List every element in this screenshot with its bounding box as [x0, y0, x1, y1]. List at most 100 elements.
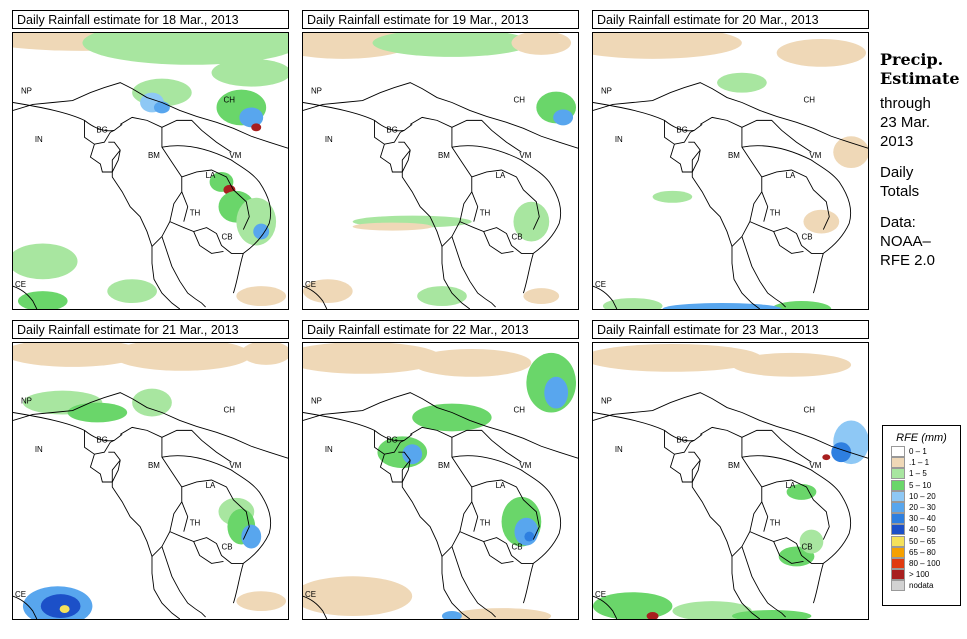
country-border — [441, 556, 471, 619]
country-border — [169, 221, 244, 254]
country-border — [181, 191, 189, 222]
map-description: Precip. Estimate through 23 Mar. 2013 Da… — [880, 50, 965, 270]
rainfall-patch — [236, 591, 287, 612]
panel-title: Daily Rainfall estimate for 21 Mar., 201… — [12, 320, 289, 339]
legend-swatch — [891, 468, 905, 480]
legend-label: 20 – 30 — [909, 502, 936, 512]
rainfall-patch — [771, 301, 832, 309]
legend-item: 80 – 100 — [891, 557, 960, 569]
legend-label: nodata — [909, 581, 934, 591]
country-border — [761, 191, 769, 222]
map-canvas: NP CH IN BG BM VM LA TH CB CE — [13, 33, 288, 309]
country-border — [193, 541, 224, 564]
country-border — [169, 531, 244, 564]
legend-swatch — [891, 479, 905, 491]
country-border — [593, 595, 618, 619]
country-border — [193, 231, 224, 254]
description-line: through — [880, 95, 931, 112]
legend-label: 0 – 1 — [909, 447, 927, 456]
map-canvas: NP CH IN BG BM VM LA TH CB CE — [593, 344, 868, 619]
country-label: BG — [96, 435, 107, 444]
country-label: CH — [223, 405, 235, 414]
country-label: VM — [229, 151, 241, 160]
country-label: NP — [21, 397, 32, 406]
country-border — [459, 221, 534, 254]
rainfall-patch — [831, 442, 852, 463]
description-line: Data: — [880, 214, 916, 231]
country-border — [451, 119, 522, 153]
country-label: IN — [35, 445, 43, 454]
country-border — [664, 430, 695, 455]
country-border — [593, 285, 618, 309]
rainfall-patch — [352, 222, 433, 231]
country-border — [13, 82, 288, 149]
country-border — [181, 501, 189, 532]
rainfall-patch — [59, 605, 70, 614]
legend-item: 50 – 65 — [891, 535, 960, 547]
rainfall-patch — [662, 303, 782, 309]
country-label: TH — [190, 209, 201, 218]
country-label: CE — [15, 280, 26, 289]
country-border — [691, 426, 763, 558]
legend-item: .1 – 1 — [891, 457, 960, 469]
country-label: BG — [386, 125, 397, 134]
legend-item: 10 – 20 — [891, 490, 960, 502]
country-label: CE — [595, 280, 606, 289]
country-border — [664, 120, 695, 145]
rainfall-map: NP CH IN BG BM VM LA TH CB CE — [592, 32, 869, 310]
rainfall-patch — [153, 101, 170, 114]
legend-item: > 100 — [891, 569, 960, 581]
country-border — [761, 501, 769, 532]
country-label: CB — [801, 233, 812, 242]
country-border — [669, 451, 701, 483]
rainfall-patch — [13, 243, 78, 280]
country-label: LA — [786, 171, 796, 180]
panel-title: Daily Rainfall estimate for 18 Mar., 201… — [12, 10, 289, 29]
country-border — [451, 145, 562, 294]
description-line: Totals — [880, 183, 920, 200]
country-border — [111, 426, 183, 558]
rainfall-map: NP CH IN BG BM VM LA TH CB CE — [12, 32, 289, 310]
legend-item: 40 – 50 — [891, 524, 960, 536]
description-line: NOAA– — [880, 233, 931, 250]
country-label: VM — [519, 461, 531, 470]
country-label: BG — [676, 435, 687, 444]
legend-swatch — [891, 546, 905, 558]
legend-item: nodata — [891, 580, 960, 592]
legend-swatch — [891, 446, 905, 457]
rainfall-patch — [253, 223, 270, 240]
country-border — [741, 236, 786, 308]
country-label: NP — [601, 397, 612, 406]
country-label: VM — [809, 151, 821, 160]
rainfall-patch — [239, 107, 264, 128]
country-label: CE — [305, 590, 316, 599]
country-border — [303, 285, 328, 309]
country-border — [441, 246, 471, 309]
rainfall-patch — [731, 352, 852, 377]
legend-title: RFE (mm) — [896, 432, 947, 444]
country-label: LA — [786, 481, 796, 490]
rainfall-patch — [17, 291, 68, 309]
rainfall-map: NP CH IN BG BM VM LA TH CB CE — [302, 32, 579, 310]
rainfall-patch — [652, 190, 693, 203]
country-border — [303, 392, 578, 459]
country-label: CH — [803, 95, 815, 104]
country-border — [471, 191, 479, 222]
legend-label: 50 – 65 — [909, 536, 936, 546]
country-border — [471, 501, 479, 532]
legend-item: 1 – 5 — [891, 468, 960, 480]
country-label: IN — [35, 135, 43, 144]
legend-label: > 100 — [909, 570, 930, 580]
country-label: CE — [15, 590, 26, 599]
country-border — [593, 412, 703, 442]
country-border — [13, 412, 123, 442]
legend-item: 20 – 30 — [891, 501, 960, 513]
rainfall-patch — [672, 601, 752, 619]
country-border — [471, 169, 540, 230]
rainfall-patch — [241, 343, 288, 365]
country-border — [84, 120, 115, 145]
country-label: BM — [148, 151, 160, 160]
country-border — [151, 246, 181, 309]
panel-title: Daily Rainfall estimate for 19 Mar., 201… — [302, 10, 579, 29]
